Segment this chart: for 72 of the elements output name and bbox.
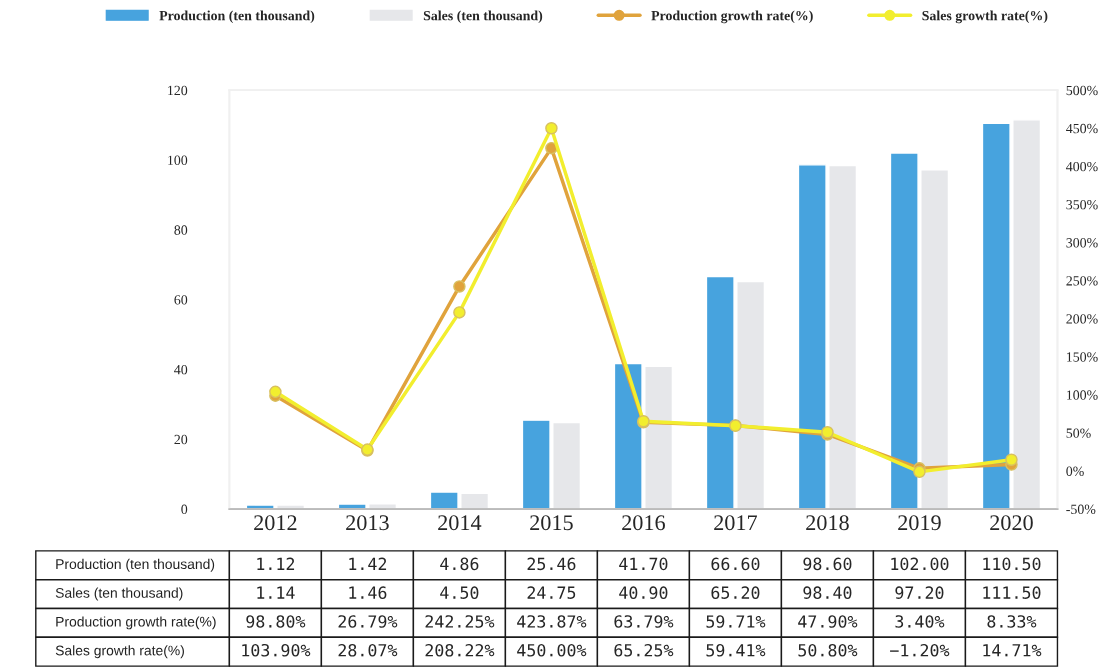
data-label: 423.87%: [517, 615, 587, 628]
data-label: 3.40%: [895, 615, 945, 628]
y-tick-label: 20: [174, 434, 188, 445]
data-label: −1.20%: [890, 643, 950, 657]
data-label: 110.50: [983, 557, 1041, 571]
data-label: 1.42: [349, 557, 387, 570]
legend-label: Sales growth rate(%): [922, 10, 1048, 24]
data-label: 26.79%: [338, 615, 398, 628]
data-label: 450.00%: [517, 643, 587, 657]
y-tick-label: 40: [174, 364, 188, 375]
x-tick-label: 2018: [806, 515, 849, 531]
y2-tick-label: 450%: [1066, 123, 1098, 134]
y-tick-label: 60: [174, 295, 188, 305]
data-label: 59.41%: [706, 643, 766, 657]
text: Production growth rate(%): [56, 616, 216, 630]
data-label: 66.60: [711, 557, 760, 571]
y-tick-label: 80: [174, 225, 188, 235]
data-label: 24.75: [527, 586, 576, 599]
data-label: 98.80%: [246, 615, 306, 628]
x-tick-label: 2012: [254, 515, 297, 531]
y2-tick-label: 500%: [1066, 85, 1098, 96]
y-tick-label: 0: [181, 504, 188, 514]
data-label: 1.46: [349, 586, 387, 599]
data-label: 111.50: [983, 586, 1041, 599]
x-tick-label: 2013: [346, 515, 389, 531]
x-tick-label: 2020: [990, 515, 1033, 531]
y2-tick-label: 250%: [1066, 276, 1098, 286]
text: Sales (ten thousand): [55, 587, 183, 601]
y-tick-label: 100: [168, 155, 188, 165]
y2-tick-label: 400%: [1066, 161, 1098, 172]
data-label: 4.50: [440, 586, 479, 599]
data-label: 59.71%: [706, 615, 766, 628]
data-label: 41.70: [619, 557, 668, 571]
y2-tick-label: 300%: [1066, 238, 1098, 248]
legend-label: Sales (ten thousand): [423, 10, 543, 24]
data-label: 98.40: [803, 586, 852, 599]
data-label: 208.22%: [425, 643, 495, 657]
data-label: 102.00: [891, 557, 949, 571]
data-label: 242.25%: [425, 615, 495, 628]
legend-label: Production (ten thousand): [159, 10, 315, 24]
data-label: 47.90%: [798, 615, 858, 628]
data-label: 103.90%: [242, 643, 311, 657]
data-label: 97.20: [895, 586, 944, 599]
data-label: 25.46: [527, 557, 576, 571]
x-tick-label: 2016: [622, 515, 665, 531]
data-label: 65.20: [711, 586, 760, 599]
x-tick-label: 2014: [438, 515, 482, 531]
y2-tick-label: 50%: [1066, 428, 1091, 438]
text: Production (ten thousand): [56, 558, 215, 572]
data-label: 98.60: [803, 557, 852, 571]
x-tick-label: 2019: [898, 515, 941, 531]
y2-tick-label: 150%: [1067, 352, 1098, 362]
data-label: 28.07%: [338, 643, 398, 657]
y-tick-label: 120: [168, 85, 188, 96]
legend-label: Production growth rate(%): [651, 10, 813, 24]
x-tick-label: 2015: [530, 515, 573, 531]
data-label: 14.71%: [983, 644, 1042, 657]
y2-tick-label: 200%: [1066, 314, 1098, 324]
data-label: 4.86: [440, 557, 479, 571]
data-label: 65.25%: [614, 643, 674, 657]
data-label: 8.33%: [987, 615, 1037, 628]
x-tick-label: 2017: [714, 515, 758, 531]
data-label: 40.90: [619, 586, 668, 599]
data-label: 1.14: [257, 586, 295, 599]
y2-tick-label: 100%: [1067, 390, 1098, 400]
y2-tick-label: 350%: [1066, 199, 1098, 210]
y2-tick-label: 0%: [1066, 466, 1084, 476]
text: Sales growth rate(%): [55, 645, 184, 659]
y2-tick-label: -50%: [1066, 504, 1096, 515]
data-label: 63.79%: [614, 615, 674, 628]
data-label: 1.12: [257, 557, 295, 570]
data-label: 50.80%: [798, 643, 858, 657]
